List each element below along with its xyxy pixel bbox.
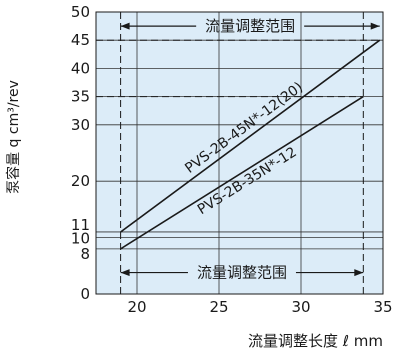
x-tick-label: 30 — [291, 298, 310, 316]
range-label: 流量调整范围 — [205, 17, 295, 35]
y-tick-label: 30 — [71, 116, 90, 134]
plot-area — [96, 12, 383, 294]
y-tick-label: 45 — [71, 31, 90, 49]
y-tick-label: 10 — [71, 230, 90, 248]
reference-lines — [96, 12, 380, 294]
y-tick-label: 11 — [71, 216, 90, 234]
y-tick-label: 20 — [71, 172, 90, 190]
x-tick-label: 35 — [373, 298, 392, 316]
x-tick-labels: 20 25 30 35 — [127, 298, 392, 316]
y-axis-label: 泵容量 q cm³/rev — [5, 80, 22, 194]
range-arrowhead-left — [120, 269, 130, 277]
y-tick-label: 35 — [71, 88, 90, 106]
y-tick-label: 8 — [80, 245, 90, 263]
x-tick-label: 25 — [209, 298, 228, 316]
y-tick-label: 50 — [71, 3, 90, 21]
series-line — [120, 95, 364, 250]
y-tick-label: 40 — [71, 59, 90, 77]
range-arrowhead-left — [120, 22, 130, 30]
plot-border — [95, 11, 384, 295]
x-tick-label: 20 — [127, 298, 146, 316]
y-tick-label: 0 — [80, 285, 90, 303]
series-line — [120, 39, 381, 233]
range-label: 流量调整范围 — [197, 264, 287, 282]
x-axis-label: 流量调整长度 ℓ mm — [248, 332, 383, 350]
series-lines — [120, 39, 381, 250]
range-arrowhead-right — [354, 269, 364, 277]
range-arrowhead-right — [370, 22, 380, 30]
